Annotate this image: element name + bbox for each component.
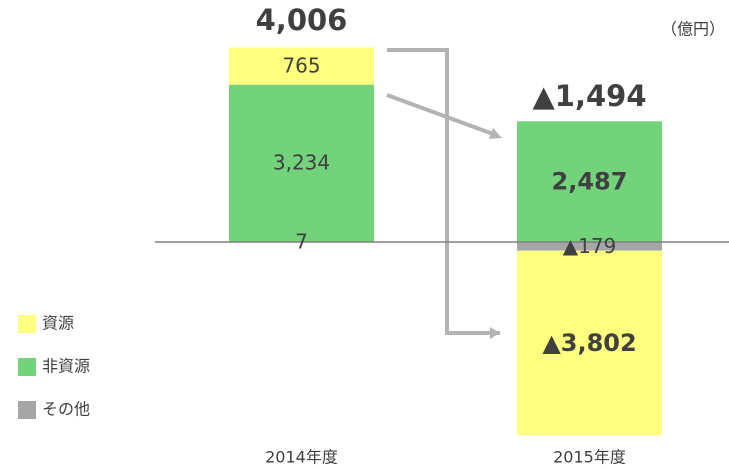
legend-swatch: [18, 358, 36, 376]
legend-label: その他: [42, 400, 90, 419]
total-label: ▲1,494: [532, 79, 646, 113]
bar-segment: [517, 242, 662, 251]
total-label: 4,006: [256, 3, 348, 37]
bar-segment: [517, 250, 662, 436]
value-label: ▲3,802: [542, 329, 636, 357]
arrow-head: [490, 327, 500, 339]
value-label: ▲179: [563, 234, 617, 258]
value-label: 2,487: [552, 168, 628, 196]
legend-swatch: [18, 401, 36, 419]
x-tick-label: 2015年度: [553, 448, 626, 467]
flow-arrows: [386, 48, 502, 339]
value-label: 3,234: [273, 151, 330, 175]
x-tick-label: 2014年度: [265, 448, 338, 467]
arrow-head: [489, 128, 502, 139]
arrow: [386, 93, 494, 136]
bar-segment: [229, 47, 374, 85]
legend-swatch: [18, 315, 36, 333]
value-label: 765: [282, 54, 320, 78]
bar-segment: [229, 84, 374, 242]
unit-label: （億円）: [661, 20, 725, 39]
legend-label: 資源: [42, 314, 74, 333]
arrow: [387, 48, 500, 335]
legend-label: 非資源: [42, 357, 90, 376]
bar-segment: [517, 121, 662, 242]
value-label: 7: [295, 229, 308, 253]
